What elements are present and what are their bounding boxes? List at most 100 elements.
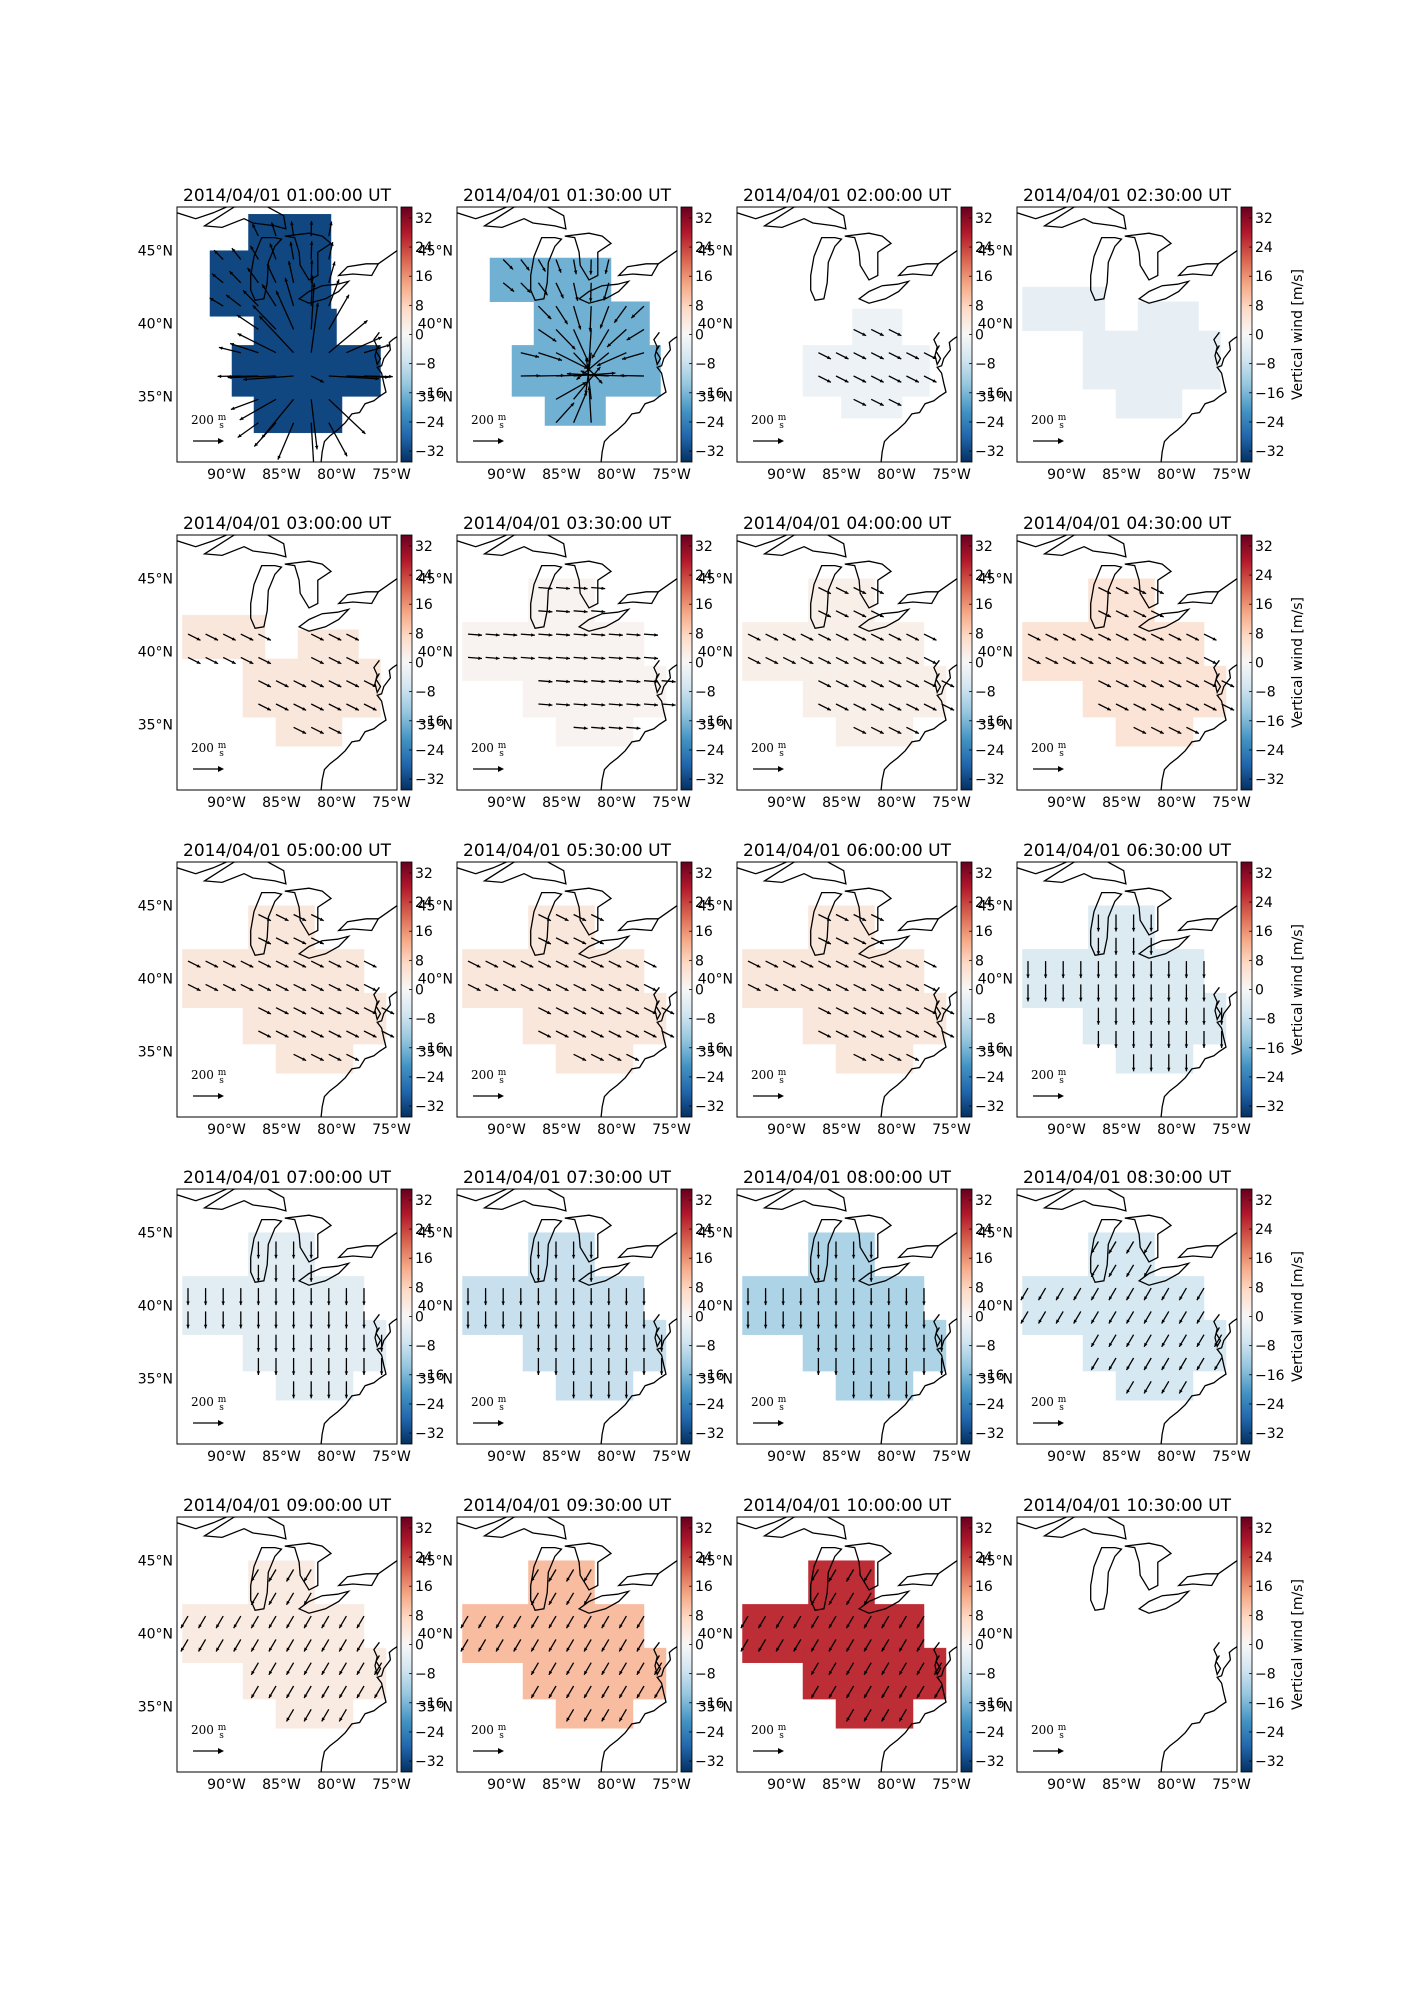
wind-arrow-head (887, 1348, 891, 1352)
wind-arrow-head (1142, 660, 1147, 664)
wind-arrow-head (268, 1694, 273, 1699)
lon-tick-label: 80°W (597, 467, 636, 483)
lon-tick-label: 75°W (1212, 1122, 1251, 1138)
wind-arrow (252, 304, 277, 330)
reference-unit-num: m (218, 741, 227, 751)
wind-arrow (555, 352, 589, 370)
colorbar-tick-label: −8 (1255, 1667, 1276, 1683)
map-content (737, 1517, 957, 1772)
wind-arrow (258, 315, 295, 354)
wind-region-cell (802, 345, 930, 397)
coastline (377, 1232, 397, 1247)
wind-arrow-head (844, 683, 849, 687)
wind-arrow-head (548, 1647, 553, 1652)
wind-arrow-head (916, 1694, 921, 1699)
wind-arrow-head (584, 1670, 588, 1675)
wind-arrow-head (535, 354, 540, 358)
wind-arrow-head (846, 1624, 850, 1629)
wind-arrow-head (304, 1647, 308, 1652)
lat-tick-label: 35°N (418, 1044, 453, 1060)
lake-outline (336, 1573, 380, 1587)
wind-arrow-head (339, 1647, 343, 1652)
wind-arrow-head (781, 1301, 785, 1306)
wind-arrow-head (631, 314, 636, 319)
lake-outline (1176, 918, 1220, 932)
wind-arrow (239, 398, 277, 421)
wind-arrow-head (254, 442, 258, 447)
wind-arrow-head (826, 940, 831, 944)
wind-arrow-head (617, 1034, 622, 1038)
lon-tick-label: 85°W (542, 467, 581, 483)
coastline (653, 986, 662, 1022)
colorbar-tick-label: −8 (1255, 1012, 1276, 1028)
wind-arrow-head (337, 1010, 342, 1014)
wind-arrow (555, 381, 587, 400)
wind-arrow-head (564, 320, 568, 325)
wind-arrow-head (607, 343, 611, 347)
map-frame (736, 534, 958, 791)
wind-arrow-head (1142, 730, 1147, 734)
wind-arrow-head (571, 345, 576, 350)
wind-arrow-head (304, 1670, 308, 1675)
wind-arrow-head (548, 1624, 553, 1629)
wind-arrow-head (501, 1301, 505, 1306)
wind-arrow-head (601, 1670, 605, 1675)
wind-arrow-head (196, 637, 201, 641)
lon-tick-label: 90°W (767, 795, 806, 811)
wind-arrow-head (266, 964, 271, 968)
wind-arrow-head (180, 1647, 185, 1652)
wind-arrow-head (932, 1034, 937, 1038)
wind-arrow (591, 329, 610, 359)
lat-tick-label: 45°N (138, 899, 173, 915)
lake-outline (564, 1214, 613, 1263)
panel-title: 2014/04/01 01:30:00 UT (463, 186, 672, 206)
lake-outline (482, 535, 567, 558)
lat-tick-label: 40°N (698, 972, 733, 988)
wind-arrow-head (811, 1670, 815, 1675)
lake-outline (564, 1542, 613, 1591)
panel-title: 2014/04/01 03:30:00 UT (463, 514, 672, 534)
lake-outline (1042, 535, 1127, 558)
coastline (657, 578, 677, 593)
wind-arrow-head (511, 964, 516, 968)
lat-tick-label: 45°N (418, 1226, 453, 1242)
colorbar-tick-label: −8 (695, 1012, 716, 1028)
wind-arrow-head (547, 315, 552, 320)
wind-arrow-head (1131, 1044, 1136, 1048)
panel-title: 2014/04/01 05:30:00 UT (463, 841, 672, 861)
wind-arrow-head (554, 1301, 558, 1306)
wind-arrow-head (596, 362, 601, 366)
colorbar-tick-label: 0 (415, 1310, 424, 1326)
wind-arrow-head (372, 964, 377, 968)
wind-arrow-head (343, 452, 348, 457)
colorbar-tick-label: −8 (415, 357, 436, 373)
reference-arrow-head (1058, 1093, 1064, 1099)
wind-arrow-head (844, 637, 849, 641)
reference-unit-den: s (1059, 1403, 1064, 1413)
lake-outline (297, 1590, 351, 1614)
wind-arrow-head (862, 590, 867, 594)
wind-arrow-head (671, 679, 676, 684)
wind-region-cell (275, 1363, 354, 1401)
wind-arrow-head (601, 1624, 605, 1629)
wind-arrow-head (1071, 660, 1076, 664)
colorbar-tick-label: −32 (695, 772, 725, 788)
wind-arrow-head (1179, 1296, 1183, 1301)
wind-arrow-head (337, 730, 342, 734)
map-content (177, 862, 397, 1117)
colorbar-tick-label: −16 (975, 714, 1005, 730)
colorbar-tick-label: 16 (695, 269, 713, 285)
lon-tick-label: 80°W (1157, 1449, 1196, 1465)
colorbar-tick-label: 16 (975, 269, 993, 285)
wind-arrow-head (599, 987, 604, 991)
colorbar-tick-label: 32 (975, 1193, 993, 1209)
wind-arrow-head (284, 917, 289, 921)
wind-arrow-head (851, 1348, 856, 1352)
lon-tick-label: 80°W (597, 1777, 636, 1793)
wind-arrow-head (321, 1694, 325, 1699)
wind-arrow-head (262, 284, 266, 289)
map-frame (456, 861, 678, 1118)
wind-arrow-head (846, 1717, 850, 1722)
